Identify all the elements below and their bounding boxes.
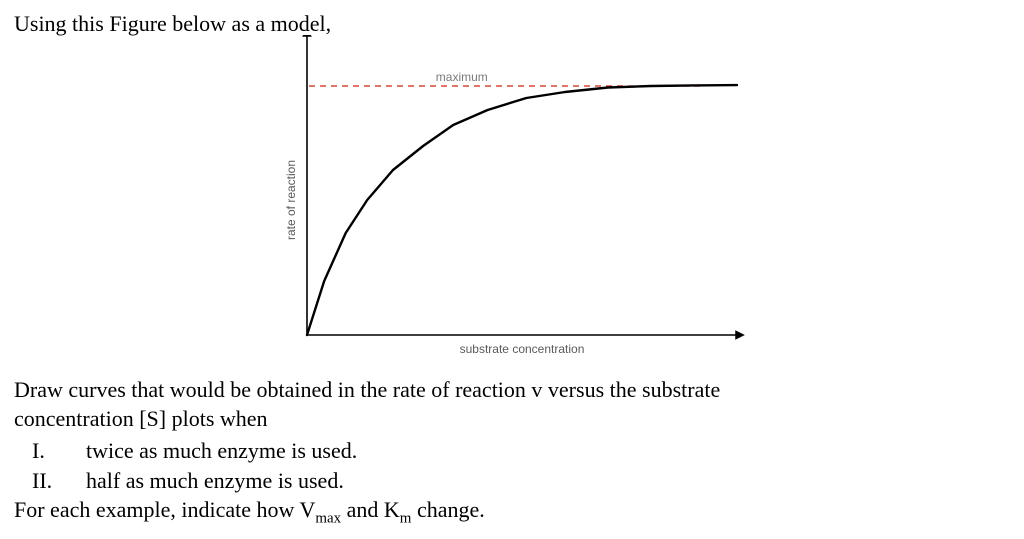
- closing-suffix: change.: [411, 497, 484, 522]
- figure-container: maximum rate of reaction substrate concent…: [14, 35, 1010, 375]
- question-line-2: concentration [S] plots when: [14, 404, 1010, 434]
- closing-line: For each example, indicate how Vmax and …: [14, 495, 1010, 529]
- subscript-max: max: [315, 511, 341, 527]
- svg-text:substrate concentration: substrate concentration: [460, 342, 585, 356]
- list-item: I. twice as much enzyme is used.: [28, 436, 1010, 466]
- enzyme-kinetics-chart: maximum rate of reaction substrate concent…: [277, 35, 747, 375]
- list-item-text: half as much enzyme is used.: [86, 466, 344, 496]
- question-block: Draw curves that would be obtained in th…: [14, 375, 1010, 529]
- svg-text:rate of reaction: rate of reaction: [284, 160, 298, 240]
- question-list: I. twice as much enzyme is used. II. hal…: [28, 436, 1010, 495]
- closing-mid: and K: [341, 497, 400, 522]
- list-item-number: II.: [28, 466, 86, 496]
- list-item: II. half as much enzyme is used.: [28, 466, 1010, 496]
- list-item-text: twice as much enzyme is used.: [86, 436, 357, 466]
- subscript-m: m: [400, 511, 412, 527]
- question-line-1: Draw curves that would be obtained in th…: [14, 375, 1010, 405]
- page-root: Using this Figure below as a model, maxi…: [0, 0, 1024, 539]
- svg-text:maximum: maximum: [436, 70, 488, 84]
- list-item-number: I.: [28, 436, 86, 466]
- closing-prefix: For each example, indicate how V: [14, 497, 315, 522]
